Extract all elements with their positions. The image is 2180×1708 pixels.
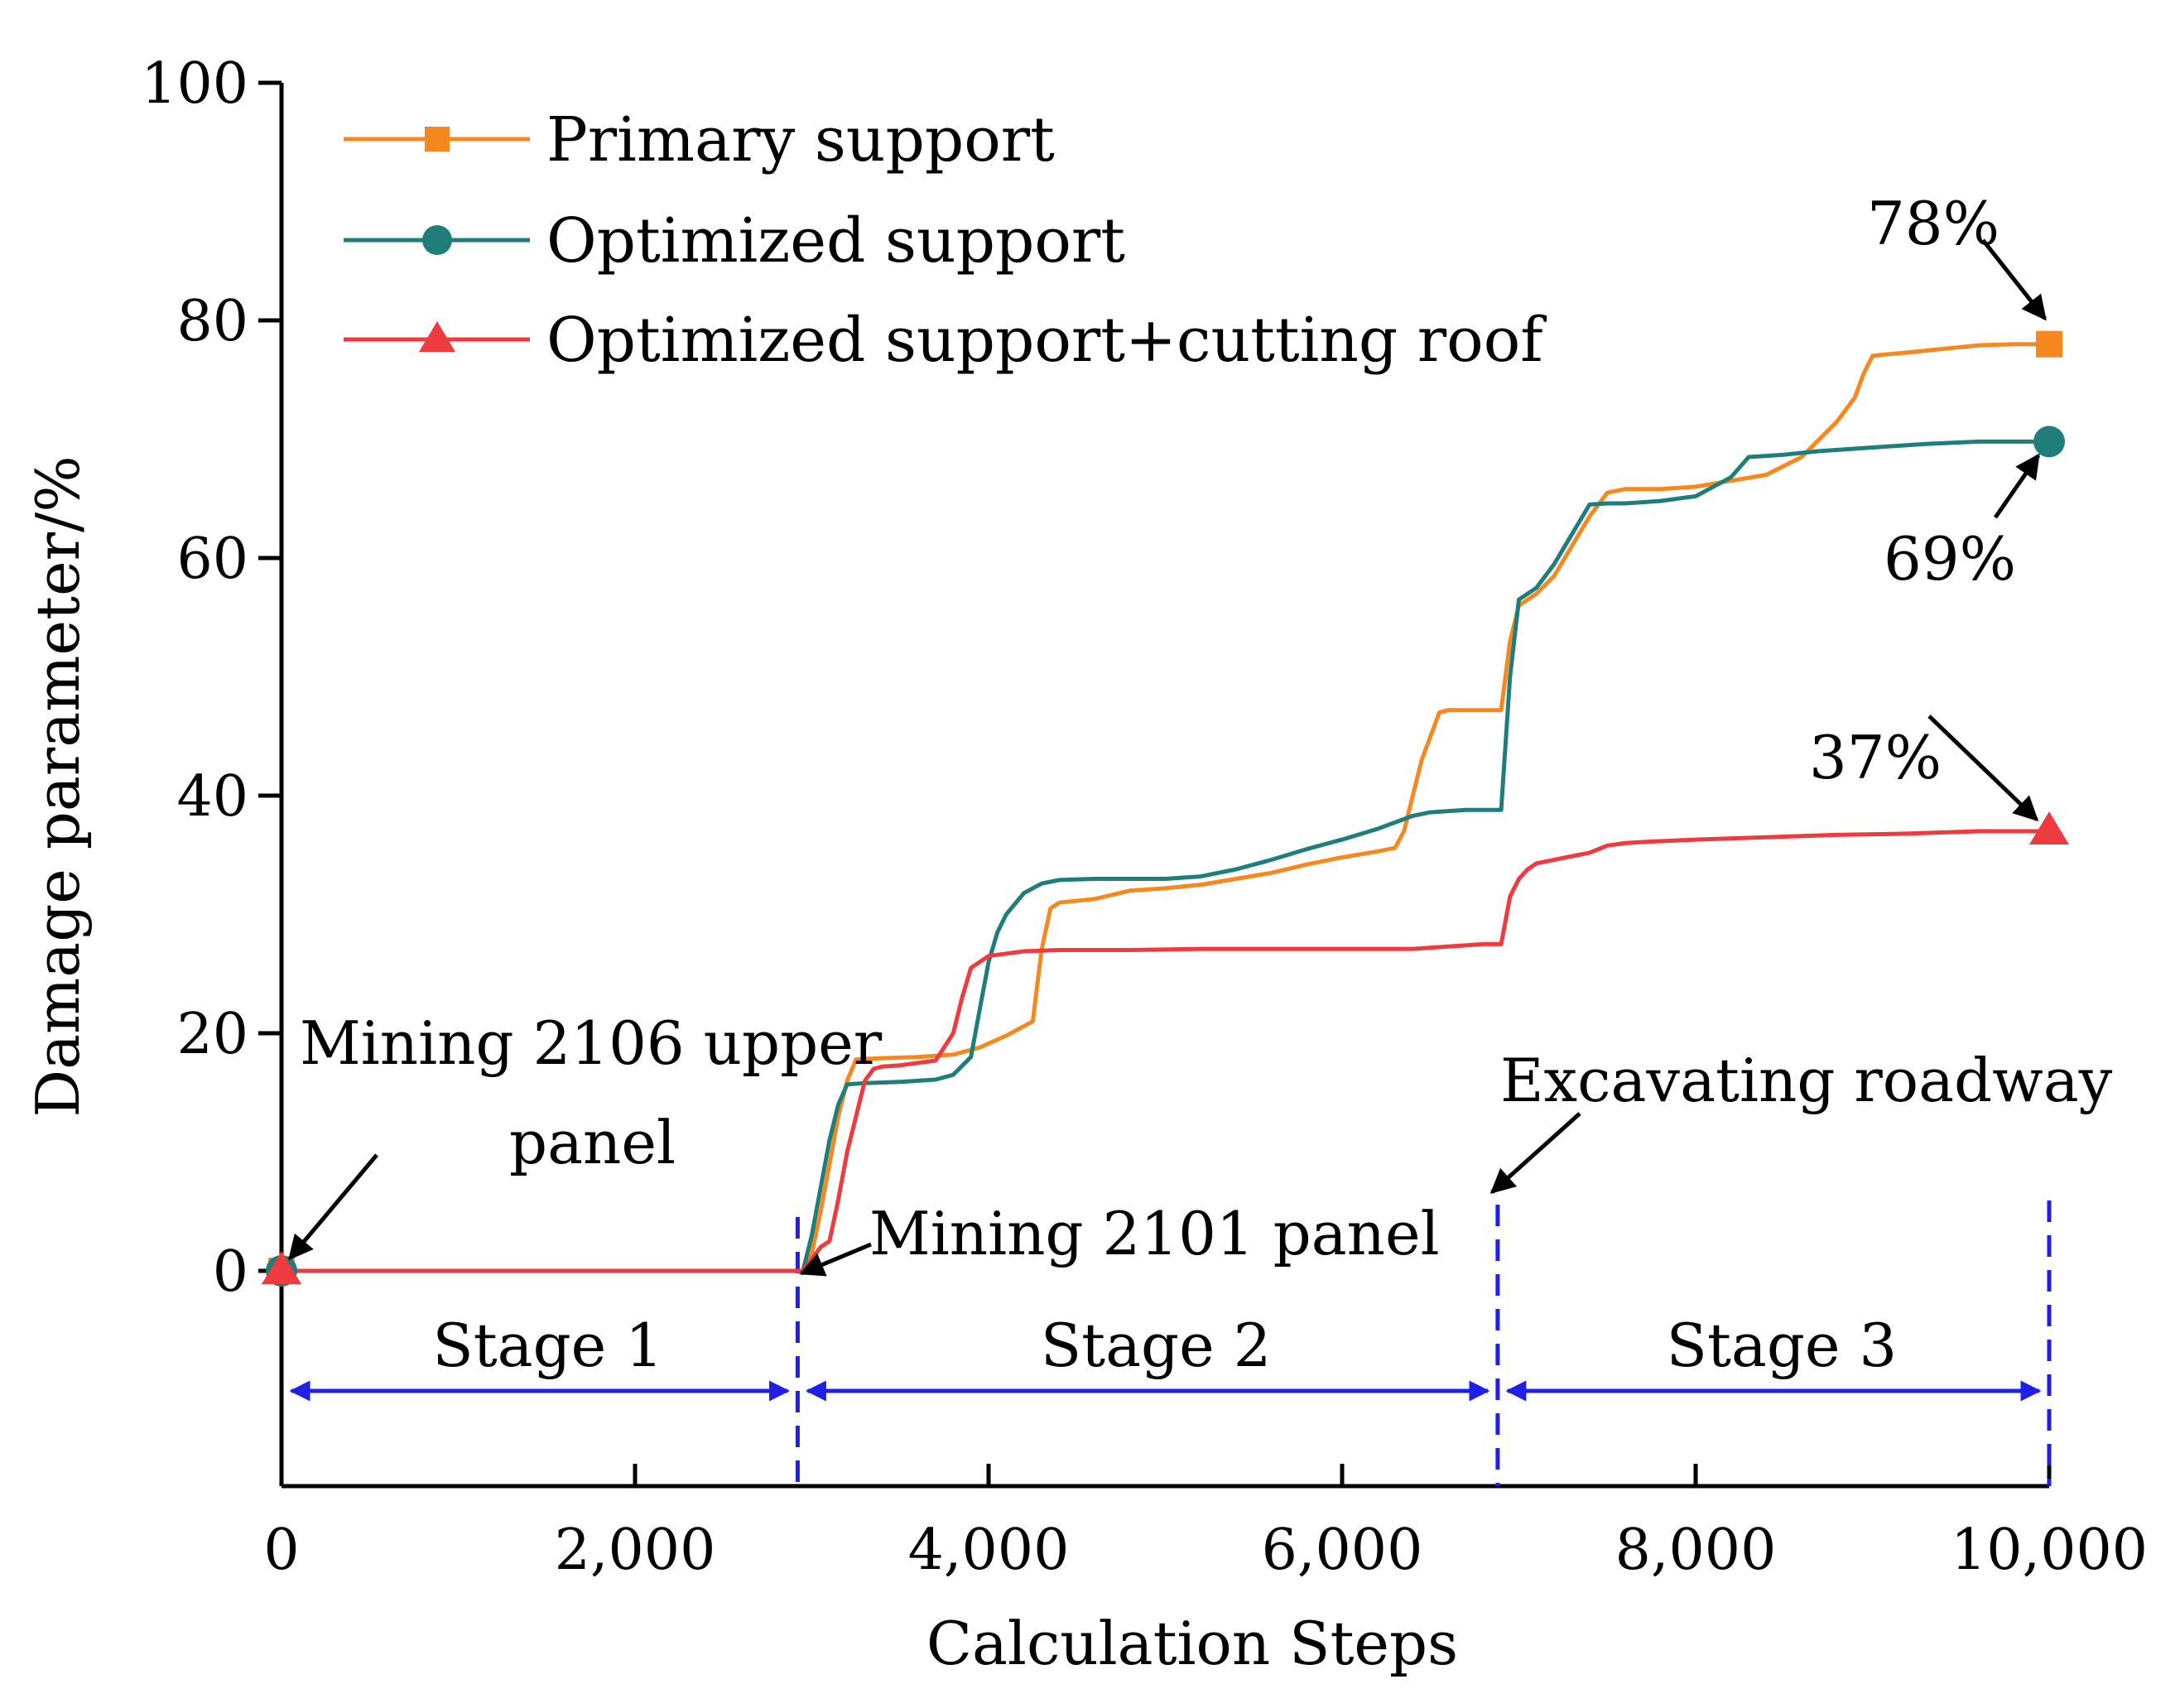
arrow-69-percent — [1993, 453, 2041, 519]
x-tick-label: 0 — [263, 1518, 299, 1583]
legend-marker-square — [425, 127, 450, 152]
stage-layer: Stage 1 Stage 2 Stage 3 — [289, 1200, 2052, 1486]
annotation-37-percent: 37% — [1809, 723, 1942, 792]
series-layer — [282, 342, 2049, 1273]
x-tick-label: 2,000 — [555, 1518, 716, 1583]
stage-label: Stage 3 — [1667, 1311, 1898, 1380]
y-tick-label: 0 — [213, 1239, 248, 1305]
y-tick-label: 20 — [176, 1002, 248, 1067]
x-ticks: 0 2,000 4,000 6,000 8,000 10,000 — [263, 1464, 2148, 1583]
legend-label-cutting-roof: Optimized support+cutting roof — [546, 305, 1547, 376]
arrow-excavating-roadway — [1489, 1112, 1581, 1195]
series-marker-triangle-start — [262, 1251, 301, 1284]
annotation-69-percent: 69% — [1884, 524, 2016, 594]
legend-marker-triangle — [419, 321, 455, 352]
annotation-excavating-roadway: Excavating roadway — [1500, 1046, 2113, 1115]
annotations: 78% 69% 37% Mining 2106 upper panel Mini… — [288, 189, 2113, 1277]
x-tick-label: 6,000 — [1262, 1518, 1423, 1583]
legend: Primary support Optimized support Optimi… — [344, 104, 1547, 376]
legend-label-primary-support: Primary support — [546, 104, 1055, 176]
arrow-78-percent — [1981, 238, 2047, 321]
marker-layer — [262, 330, 2069, 1287]
y-ticks: 0 20 40 60 80 100 — [141, 51, 282, 1305]
legend-item-cutting-roof: Optimized support+cutting roof — [344, 305, 1547, 376]
series-line-2 — [282, 829, 2049, 1273]
arrow-mining-2106 — [288, 1153, 378, 1261]
arrow-mining-2101 — [799, 1242, 872, 1277]
series-marker-circle-end — [2033, 426, 2065, 458]
y-tick-label: 80 — [176, 289, 248, 354]
y-tick-label: 60 — [176, 527, 248, 592]
y-tick-label: 40 — [176, 764, 248, 830]
stage-label: Stage 2 — [1041, 1311, 1272, 1380]
legend-item-primary-support: Primary support — [344, 104, 1055, 176]
annotation-mining-2106-line2: panel — [509, 1108, 676, 1177]
annotation-78-percent: 78% — [1867, 189, 2000, 258]
legend-item-optimized-support: Optimized support — [344, 205, 1125, 277]
y-tick-label: 100 — [141, 51, 248, 117]
x-tick-label: 10,000 — [1951, 1518, 2148, 1583]
x-axis-title: Calculation Steps — [926, 1609, 1458, 1678]
y-axis-title: Damage parameter/% — [23, 455, 93, 1117]
series-marker-square-end — [2036, 330, 2062, 358]
x-tick-label: 4,000 — [908, 1518, 1070, 1583]
series-marker-triangle-end — [2029, 811, 2069, 845]
x-tick-label: 8,000 — [1615, 1518, 1777, 1583]
stage-label: Stage 1 — [432, 1311, 663, 1380]
series-line-0 — [282, 342, 2049, 1273]
annotation-mining-2101: Mining 2101 panel — [869, 1199, 1440, 1268]
axes: 0 20 40 60 80 100 0 2,000 4,000 6,000 8,000 10,000… — [23, 51, 2148, 1678]
series-line-1 — [282, 439, 2049, 1273]
legend-label-optimized-support: Optimized support — [546, 205, 1125, 277]
arrow-37-percent — [1927, 714, 2039, 822]
annotation-mining-2106-line1: Mining 2106 upper — [300, 1008, 883, 1078]
legend-marker-circle — [422, 225, 452, 255]
